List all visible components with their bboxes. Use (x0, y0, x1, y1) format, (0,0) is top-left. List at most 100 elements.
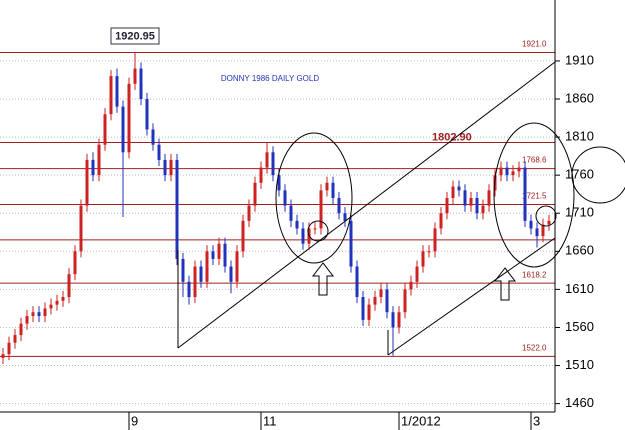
x-tick-label: 9 (131, 413, 138, 428)
candle-body (265, 152, 269, 168)
candle-body (13, 335, 17, 343)
candle-body (139, 68, 143, 100)
y-tick-label: 1510 (565, 357, 594, 372)
candle-body (157, 144, 161, 160)
circle (535, 205, 557, 227)
candle-body (331, 182, 335, 199)
y-tick-label: 1810 (565, 129, 594, 144)
candle-body (457, 186, 461, 191)
circle (307, 220, 329, 242)
y-tick-label: 1660 (565, 243, 594, 258)
candle-body (475, 198, 479, 214)
candle-body (523, 167, 527, 221)
candle-body (373, 297, 377, 305)
candle-body (505, 167, 509, 176)
candle-body (133, 68, 137, 84)
candle-body (127, 83, 131, 153)
y-tick-label: 1760 (565, 167, 594, 182)
axes: 1460 1510 1560 1610 1660 1710 1760 1810 1860 1910… (128, 52, 594, 430)
x-tick-label: 11 (263, 413, 277, 428)
candle-body (61, 297, 65, 301)
ellipse (571, 146, 625, 204)
candle-body (259, 167, 263, 183)
candle-body (97, 144, 101, 176)
candle-body (7, 342, 11, 355)
candle-body (181, 258, 185, 282)
candle-body (541, 224, 545, 237)
candle-body (103, 114, 107, 145)
trendline (387, 237, 556, 356)
candle-body (481, 205, 485, 214)
candle-body (337, 198, 341, 214)
x-tick-label: 1/2012 (401, 413, 441, 428)
y-tick-label: 1610 (565, 281, 594, 296)
candle-body (67, 274, 71, 298)
candle-body (229, 266, 233, 282)
candle-body (385, 289, 389, 313)
candle-body (301, 228, 305, 244)
candle-body (175, 159, 179, 259)
candle-body (115, 76, 119, 107)
candle-body (55, 300, 59, 305)
candle-body (241, 220, 245, 252)
candles (1, 52, 551, 365)
candle-body (355, 266, 359, 298)
candle-body (517, 167, 521, 172)
y-tick-label: 1710 (565, 205, 594, 220)
candle-body (349, 220, 353, 267)
candle-body (253, 182, 257, 206)
candle-body (361, 297, 365, 320)
candle-body (427, 251, 431, 253)
candle-body (313, 228, 317, 230)
candle-body (217, 243, 221, 259)
annotation-box (110, 27, 160, 45)
candle-body (1, 354, 5, 358)
candle-body (271, 152, 275, 176)
levels: 1921.0 1802.90 1768.6 1721.5 1618.2 1522.0 (0, 40, 555, 357)
candle-body (403, 289, 407, 313)
candle-body (283, 190, 287, 206)
level-label: 1768.6 (522, 156, 547, 165)
candle-body (193, 266, 197, 298)
candle-body (145, 99, 149, 130)
candle-body (277, 175, 281, 191)
candle-body (109, 76, 113, 115)
candle-body (319, 190, 323, 229)
level-label: 1522.0 (522, 344, 547, 353)
candle-body (187, 281, 191, 298)
candle-body (289, 205, 293, 221)
level-label: 1721.5 (522, 192, 547, 201)
candle-body (223, 243, 227, 267)
ellipse (275, 132, 353, 264)
candle-body (535, 228, 539, 237)
candle-body (85, 159, 89, 206)
candle-body (439, 213, 443, 229)
candle-body (199, 266, 203, 282)
candle-body (391, 312, 395, 328)
candle-body (367, 304, 371, 320)
candle-body (379, 289, 383, 298)
candle-body (511, 171, 515, 176)
candle-body (151, 129, 155, 145)
candle-body (415, 266, 419, 282)
candle-body (211, 251, 215, 259)
candle-body (487, 190, 491, 206)
candle-body (295, 220, 299, 229)
candle-body (163, 159, 167, 176)
candle-body (49, 304, 53, 309)
candle-body (343, 213, 347, 221)
level-label: 1618.2 (522, 270, 547, 279)
candle-body (547, 220, 551, 225)
candle-body (397, 312, 401, 328)
candle-body (235, 251, 239, 282)
candle-body (499, 167, 503, 176)
candle-body (409, 281, 413, 290)
candle-body (43, 308, 47, 317)
chart-title: DONNY 1986 DAILY GOLD (221, 74, 319, 83)
candle-body (37, 312, 41, 317)
up-arrow (493, 267, 517, 301)
y-tick-label: 1460 (565, 395, 594, 410)
candle-body (463, 190, 467, 206)
candle-body (421, 251, 425, 267)
